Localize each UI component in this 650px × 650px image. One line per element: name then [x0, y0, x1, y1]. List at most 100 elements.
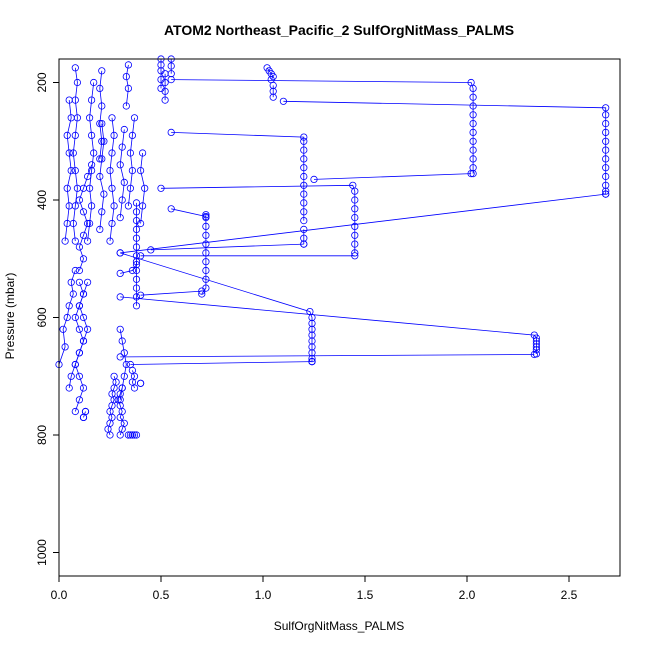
data-point: [202, 231, 210, 239]
data-point: [79, 255, 88, 263]
data-point: [65, 302, 73, 310]
data-point: [308, 357, 316, 366]
data-point: [602, 155, 610, 163]
data-point: [532, 343, 541, 351]
data-point: [81, 407, 90, 416]
data-point: [532, 337, 541, 345]
data-point: [79, 208, 88, 216]
data-point: [98, 120, 106, 128]
data-point: [602, 164, 610, 172]
data-point: [116, 161, 124, 169]
data-point: [110, 202, 118, 210]
series-line: [283, 100, 607, 195]
series-line: [171, 208, 206, 217]
data-point: [79, 337, 88, 345]
series-line: [74, 282, 89, 412]
data-point: [79, 313, 88, 322]
data-point: [120, 125, 128, 134]
data-point: [300, 146, 308, 154]
data-point: [202, 240, 210, 248]
data-point: [96, 155, 104, 163]
data-point: [84, 278, 92, 286]
data-point: [126, 184, 134, 192]
series-line: [99, 70, 103, 159]
series-line: [150, 243, 304, 251]
series-line: [130, 361, 313, 365]
data-point: [71, 64, 79, 72]
data-point: [300, 240, 308, 248]
x-tick-label: 1.5: [357, 588, 374, 602]
data-point: [84, 237, 92, 245]
series-line: [119, 129, 125, 218]
data-point: [351, 196, 359, 204]
data-point: [96, 225, 104, 233]
data-point: [65, 149, 73, 157]
data-point: [106, 167, 114, 175]
data-point: [202, 211, 210, 219]
data-point: [300, 225, 308, 233]
data-point: [351, 240, 359, 248]
data-point: [310, 175, 318, 183]
data-point: [67, 167, 75, 175]
series-line: [78, 164, 92, 271]
series-line: [171, 79, 474, 174]
plot-area: [55, 55, 610, 439]
data-point: [124, 202, 132, 210]
data-point: [132, 217, 141, 225]
data-point: [351, 252, 359, 260]
data-point: [532, 346, 541, 354]
data-point: [469, 120, 477, 128]
data-point: [63, 131, 71, 139]
x-tick-label: 2.5: [561, 588, 578, 602]
data-point: [86, 219, 94, 228]
data-point: [308, 325, 316, 333]
data-point: [79, 384, 88, 392]
data-point: [90, 78, 98, 87]
data-point: [602, 172, 610, 181]
series-line: [128, 117, 135, 206]
data-point: [88, 131, 96, 139]
data-point: [100, 190, 108, 198]
data-point: [75, 278, 84, 286]
data-point: [167, 62, 175, 70]
data-point: [351, 187, 359, 195]
data-point: [116, 249, 124, 257]
data-point: [351, 205, 359, 213]
data-point: [96, 172, 104, 181]
data-point: [132, 258, 141, 266]
data-point: [469, 111, 477, 119]
x-tick-label: 0.5: [153, 588, 170, 602]
data-point: [75, 302, 84, 310]
data-point: [67, 278, 75, 286]
data-point: [108, 149, 116, 157]
data-point: [71, 360, 79, 369]
data-point: [300, 133, 308, 141]
series-line: [99, 123, 105, 230]
data-point: [98, 102, 106, 110]
data-point: [67, 372, 75, 380]
x-tick-label: 1.0: [255, 588, 272, 602]
data-point: [132, 225, 141, 233]
data-point: [116, 396, 124, 404]
data-point: [128, 266, 136, 275]
data-point: [100, 137, 108, 145]
data-point: [122, 73, 130, 81]
data-point: [132, 302, 141, 310]
data-point: [137, 379, 145, 387]
data-point: [300, 208, 308, 216]
data-point: [202, 258, 210, 266]
data-point: [118, 337, 126, 345]
data-point: [75, 396, 84, 404]
data-point: [469, 128, 477, 136]
data-point: [300, 181, 308, 189]
data-point: [300, 234, 308, 242]
data-point: [161, 87, 169, 95]
data-point: [118, 143, 126, 151]
series-line: [87, 82, 95, 242]
data-point: [110, 131, 118, 139]
data-point: [69, 219, 77, 228]
data-point: [116, 293, 124, 301]
data-point: [132, 199, 141, 207]
data-point: [75, 349, 84, 357]
data-point: [71, 202, 79, 210]
